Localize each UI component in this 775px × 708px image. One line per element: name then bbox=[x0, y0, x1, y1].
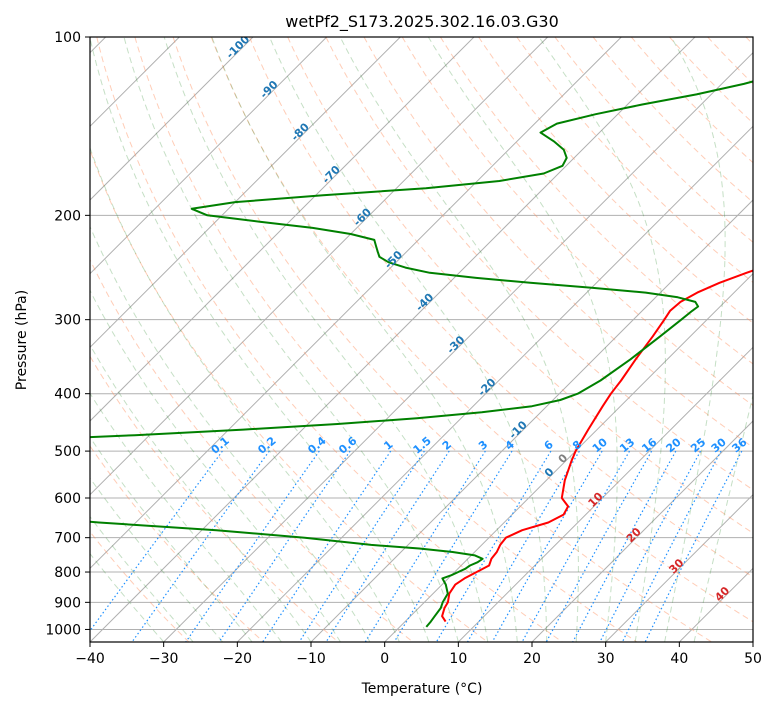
isotherm-gridline bbox=[384, 272, 753, 642]
isotherm-gridline bbox=[90, 37, 328, 275]
y-tick-label: 400 bbox=[54, 387, 81, 403]
moist-adiabat bbox=[90, 37, 430, 642]
x-axis: −40 −30 −20 −10 0 10 20 30 40 50 bbox=[75, 642, 762, 667]
y-tick-label: 100 bbox=[54, 30, 81, 46]
dewpoint-profile-line bbox=[90, 80, 753, 628]
x-tick-label: −40 bbox=[75, 651, 105, 667]
mixing-ratio-line bbox=[491, 450, 603, 642]
x-tick-label: 30 bbox=[597, 651, 615, 667]
mixing-ratio-line bbox=[131, 450, 270, 642]
mixing-ratio-line bbox=[435, 450, 552, 642]
y-tick-label: 900 bbox=[54, 595, 81, 611]
moist-adiabat bbox=[123, 37, 459, 642]
x-tick-label: 10 bbox=[449, 651, 467, 667]
background-lines bbox=[90, 37, 753, 642]
temperature-profile-line bbox=[441, 269, 753, 623]
mixing-ratio-line bbox=[364, 450, 486, 642]
moist-adiabat bbox=[269, 37, 548, 642]
mixing-ratio-line bbox=[599, 450, 702, 642]
dry-adiabat bbox=[554, 37, 753, 243]
isotherm-gridline bbox=[90, 37, 475, 422]
y-tick-label: 600 bbox=[54, 491, 81, 507]
isotherm-gridline bbox=[90, 37, 696, 642]
moist-adiabat bbox=[538, 37, 666, 642]
moist-adiabat bbox=[90, 225, 371, 642]
mixing-ratio-line bbox=[185, 450, 320, 642]
dry-adiabat bbox=[439, 37, 753, 365]
moist-adiabat bbox=[90, 436, 253, 642]
moist-adiabat bbox=[90, 515, 194, 642]
x-tick-label: 0 bbox=[380, 651, 389, 667]
dry-adiabat bbox=[96, 37, 563, 642]
dry-adiabat bbox=[325, 37, 753, 491]
isotherm-gridline bbox=[163, 51, 753, 642]
mixing-ratio-line bbox=[218, 450, 351, 642]
isotherm-gridline bbox=[90, 37, 401, 349]
y-axis-label: Pressure (hPa) bbox=[14, 290, 30, 390]
isotherm-gridline bbox=[90, 37, 622, 570]
dry-adiabat bbox=[134, 37, 638, 642]
mixing-ratio-line bbox=[572, 450, 677, 642]
mixing-ratio-line bbox=[621, 450, 722, 642]
dry-adiabat bbox=[592, 37, 753, 204]
moist-adiabat bbox=[90, 289, 341, 642]
dry-adiabat bbox=[90, 445, 264, 642]
mixing-ratio-line bbox=[545, 450, 653, 642]
isotherm-gridline bbox=[531, 420, 753, 642]
x-tick-label: 50 bbox=[744, 651, 762, 667]
moist-adiabat bbox=[163, 37, 489, 642]
x-tick-label: −20 bbox=[223, 651, 253, 667]
y-tick-label: 200 bbox=[54, 208, 81, 224]
y-tick-label: 800 bbox=[54, 565, 81, 581]
dry-adiabat bbox=[363, 37, 753, 448]
y-tick-label: 300 bbox=[54, 313, 81, 329]
x-tick-label: 20 bbox=[523, 651, 541, 667]
isotherm-gridline bbox=[90, 37, 549, 496]
series-layer bbox=[90, 80, 753, 628]
dry-adiabat bbox=[90, 258, 414, 642]
mixing-ratio-line bbox=[466, 450, 580, 642]
y-tick-label: 1000 bbox=[45, 622, 81, 638]
plot-frame bbox=[89, 36, 754, 643]
mixing-ratio-line bbox=[393, 450, 513, 642]
moist-adiabat bbox=[211, 37, 518, 642]
x-tick-label: −30 bbox=[149, 651, 179, 667]
x-tick-label: 40 bbox=[670, 651, 688, 667]
moist-adiabat bbox=[90, 146, 400, 642]
moist-adiabat bbox=[427, 37, 618, 642]
dry-adiabat bbox=[287, 37, 753, 534]
moist-adiabat bbox=[90, 392, 282, 642]
x-tick-label: −10 bbox=[296, 651, 326, 667]
moist-adiabat bbox=[693, 393, 753, 642]
dry-adiabat bbox=[90, 355, 339, 642]
moist-adiabat bbox=[339, 37, 579, 642]
dry-adiabat bbox=[172, 37, 712, 642]
isotherm-gridline bbox=[605, 493, 753, 642]
dry-adiabat bbox=[249, 37, 753, 578]
x-axis-label: Temperature (°C) bbox=[361, 681, 483, 697]
mixing-ratio-line bbox=[521, 450, 631, 642]
isotherm-gridline bbox=[310, 199, 753, 642]
y-axis: 100 200 300 400 500 600 700 800 900 1000 bbox=[45, 30, 90, 638]
isotherm-gridline bbox=[457, 346, 753, 642]
moist-adiabat bbox=[90, 477, 223, 642]
isotherm-gridline bbox=[90, 37, 254, 201]
moist-adiabat bbox=[664, 37, 726, 642]
chart-title: wetPf2_S173.2025.302.16.03.G30 bbox=[285, 12, 559, 32]
dry-adiabat bbox=[210, 37, 753, 623]
y-tick-label: 500 bbox=[54, 444, 81, 460]
y-tick-label: 700 bbox=[54, 531, 81, 547]
dry-adiabat bbox=[401, 37, 753, 407]
